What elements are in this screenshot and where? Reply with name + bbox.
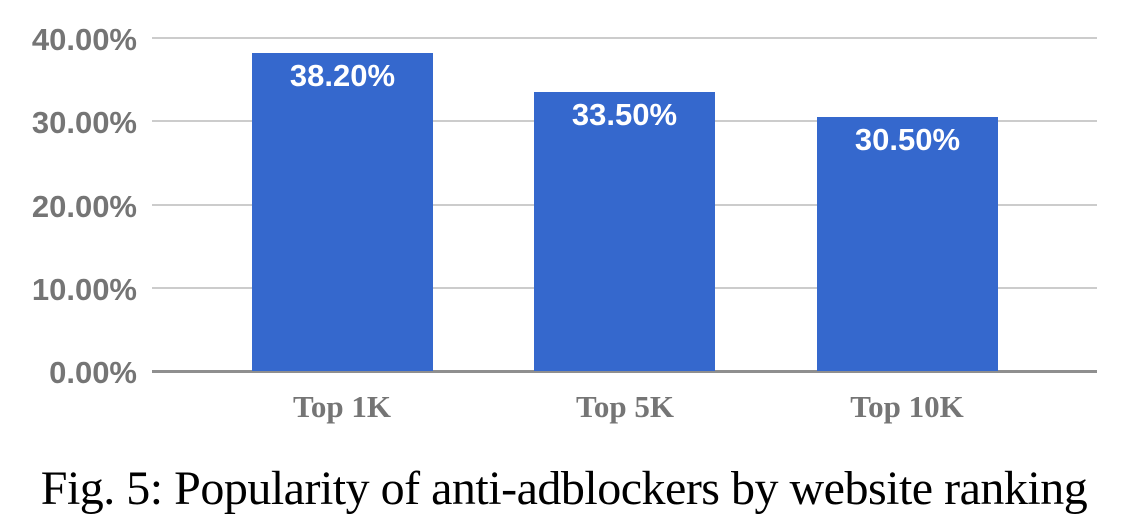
y-axis-tick-label: 0.00% (49, 355, 137, 390)
bar-value-label: 38.20% (289, 58, 396, 93)
gridline (152, 37, 1097, 39)
bar-chart: 0.00% 10.00% 20.00% 30.00% 40.00% 38.20% Top 1… (31, 22, 1097, 424)
bar: 30.50% (817, 117, 998, 371)
x-axis-category-label: Top 10K (850, 389, 964, 424)
y-axis-tick-label: 10.00% (31, 272, 137, 307)
bar: 33.50% (534, 92, 715, 371)
bar-value-label: 30.50% (854, 122, 961, 157)
x-axis-category-label: Top 5K (576, 389, 674, 424)
bar: 38.20% (252, 53, 433, 371)
y-axis-tick-label: 20.00% (31, 189, 137, 224)
y-axis-tick-label: 40.00% (31, 22, 137, 57)
y-axis-tick-label: 30.00% (31, 105, 137, 140)
figure-caption: Fig. 5: Popularity of anti-adblockers by… (40, 462, 1088, 515)
bar-value-label: 33.50% (571, 97, 678, 132)
x-axis-baseline (152, 370, 1097, 373)
x-axis-category-label: Top 1K (293, 389, 391, 424)
